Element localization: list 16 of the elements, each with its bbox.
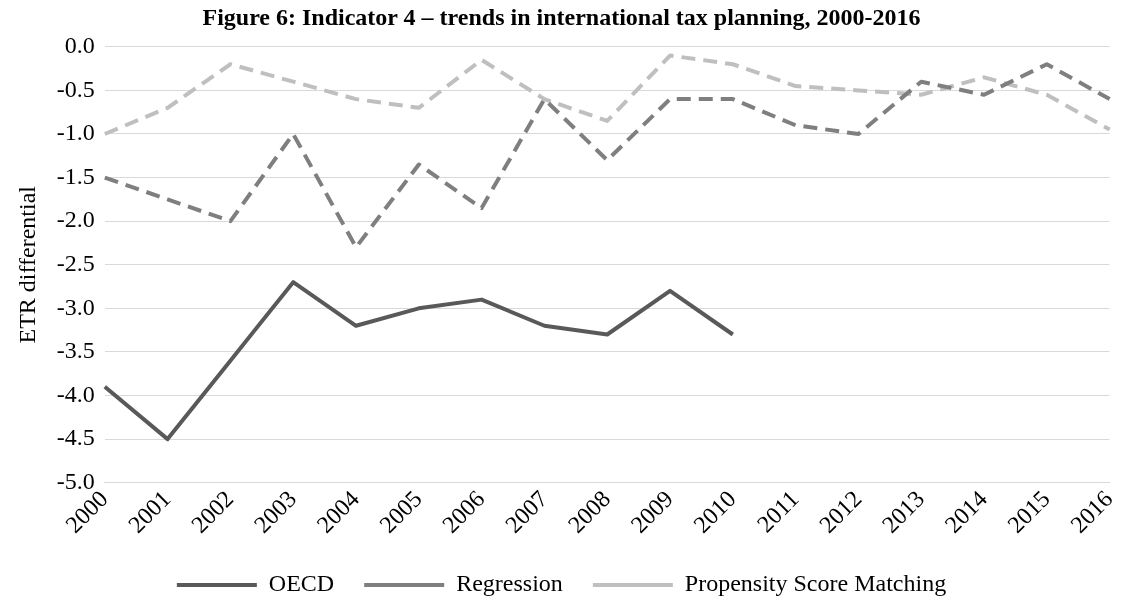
chart-title: Figure 6: Indicator 4 – trends in international tax planning, 2000-2016 bbox=[202, 3, 921, 30]
y-tick-label: -4.0 bbox=[56, 380, 95, 407]
y-tick-label: 0.0 bbox=[64, 32, 95, 59]
y-tick-label: -3.0 bbox=[56, 293, 95, 320]
legend-label: Regression bbox=[456, 570, 563, 597]
y-axis-title: ETR differential bbox=[13, 185, 40, 344]
y-tick-label: -4.5 bbox=[56, 424, 95, 451]
y-tick-label: -1.5 bbox=[56, 162, 95, 189]
y-tick-label: -2.0 bbox=[56, 206, 95, 233]
y-tick-label: -2.5 bbox=[56, 250, 95, 277]
y-tick-label: -0.5 bbox=[56, 75, 95, 102]
y-tick-label: -1.0 bbox=[56, 119, 95, 146]
legend-label: Propensity Score Matching bbox=[684, 570, 947, 597]
line-series bbox=[102, 53, 1112, 136]
y-tick-label: -3.5 bbox=[56, 337, 95, 364]
legend-label: OECD bbox=[268, 570, 335, 597]
